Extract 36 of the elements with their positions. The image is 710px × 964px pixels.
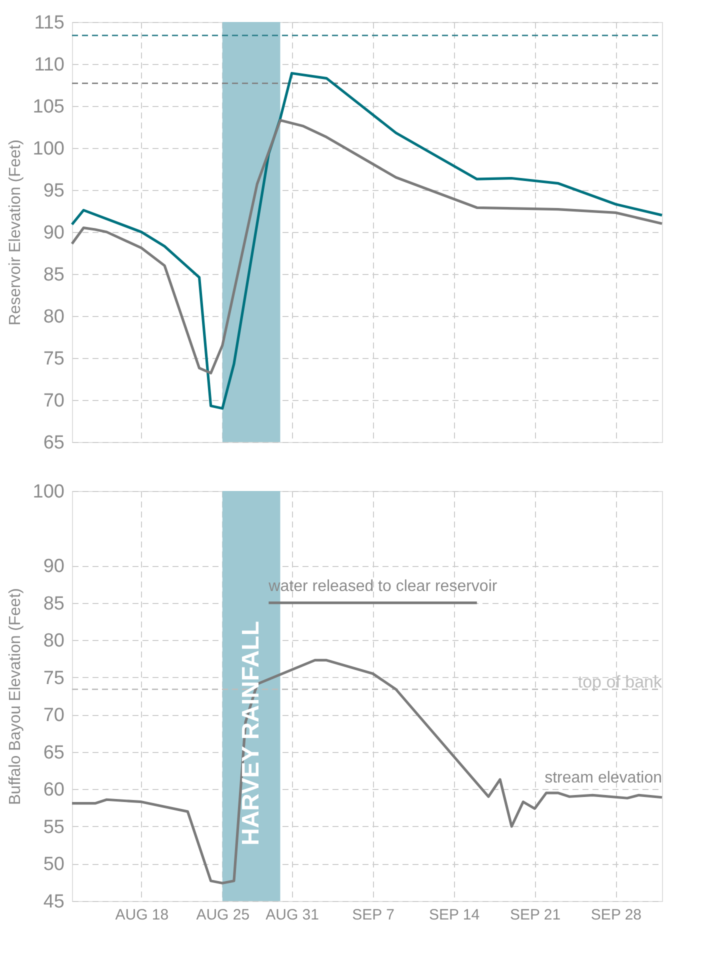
y-tick-label: 105	[32, 96, 64, 118]
x-tick-label: SEP 7	[352, 906, 394, 924]
y-tick-label: 90	[43, 556, 64, 578]
y-tick-label: 70	[43, 390, 64, 412]
y-tick-label: 110	[34, 54, 64, 76]
y-tick-label: 45	[43, 892, 64, 912]
y-tick-label: 95	[43, 180, 64, 202]
annotation: stream elevation	[544, 769, 662, 786]
y-axis-title: Buffalo Bayou Elevation (Feet)	[6, 588, 24, 805]
y-tick-label: 80	[43, 630, 64, 652]
x-tick-label: AUG 25	[196, 906, 250, 924]
y-axis-title: Reservoir Elevation (Feet)	[6, 140, 24, 326]
y-tick-label: 90	[43, 222, 64, 244]
y-tick-label: 100	[32, 138, 64, 160]
x-tick-label: SEP 28	[590, 906, 642, 924]
ref-line-label: top of bank	[578, 672, 662, 692]
y-tick-label: 75	[43, 348, 64, 370]
y-tick-label: 75	[43, 668, 64, 689]
x-tick-label: SEP 21	[510, 906, 561, 924]
y-tick-label: 85	[43, 264, 64, 286]
band-label: HARVEY RAINFALL	[237, 621, 264, 846]
y-tick-label: 85	[43, 593, 64, 614]
y-tick-label: 50	[43, 854, 64, 876]
y-tick-label: 55	[43, 816, 64, 838]
y-tick-label: 115	[34, 12, 64, 34]
x-tick-label: SEP 14	[428, 906, 480, 924]
y-tick-label: 70	[43, 705, 64, 726]
x-tick-label: AUG 18	[115, 906, 169, 924]
line-series	[70, 72, 664, 410]
y-tick-label: 80	[43, 306, 64, 328]
y-tick-label: 60	[43, 780, 64, 801]
x-tick-label: AUG 31	[266, 906, 319, 924]
line-series	[70, 118, 664, 374]
y-tick-label: 65	[43, 742, 64, 764]
y-tick-label: 65	[43, 432, 64, 454]
y-tick-label: 100	[32, 482, 64, 502]
